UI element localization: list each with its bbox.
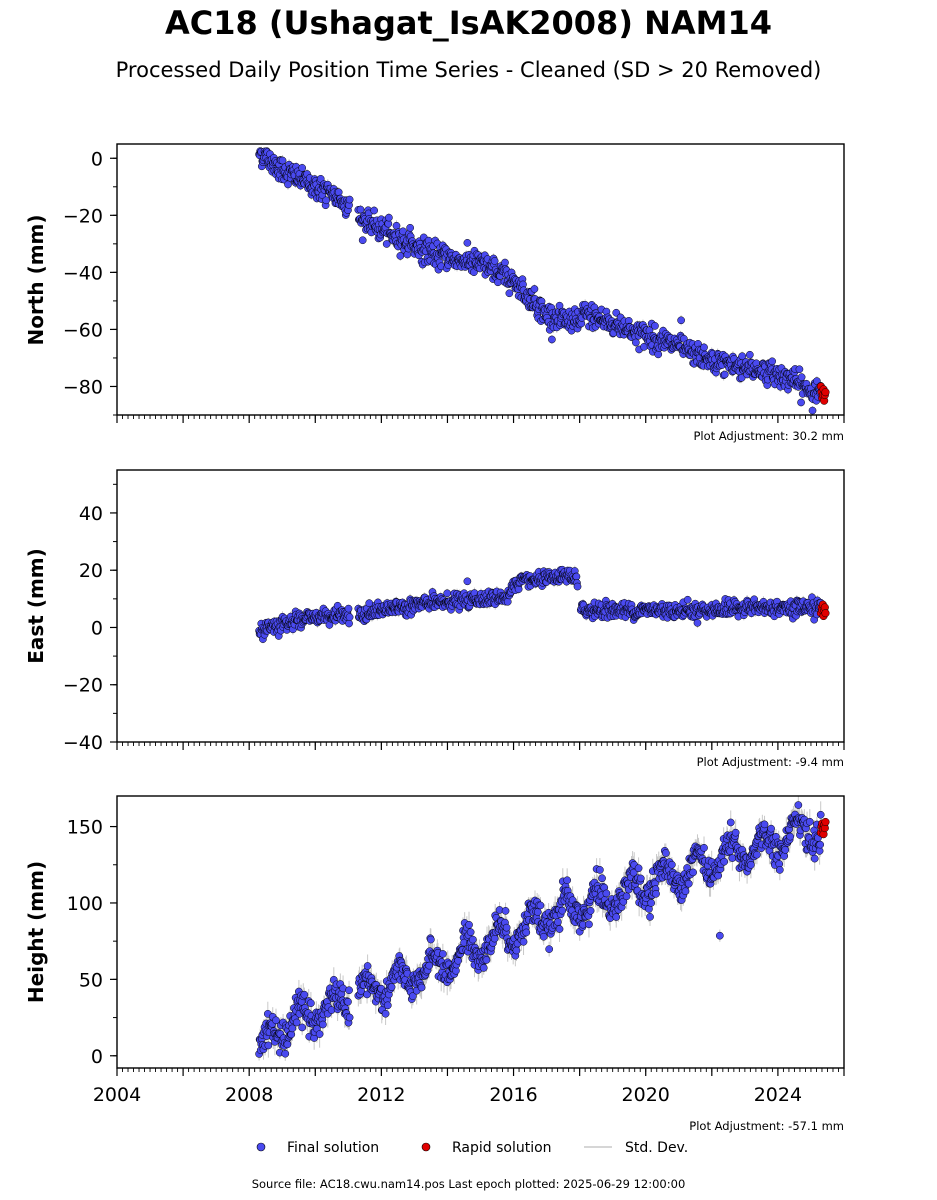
y-tick-label: 20	[79, 560, 103, 582]
y-tick-label: −20	[63, 675, 103, 697]
final-solution-point	[768, 357, 777, 366]
final-solution-point	[632, 338, 640, 347]
final-solution-point	[651, 322, 659, 330]
final-solution-point	[356, 205, 365, 214]
final-solution-point	[795, 365, 804, 374]
rapid-solution-points	[816, 382, 830, 405]
final-solution-point	[503, 597, 512, 606]
final-solution-point	[572, 572, 581, 581]
final-solution-point	[677, 316, 685, 325]
panel-3-marks	[255, 796, 830, 1061]
y-tick-label: −20	[63, 205, 103, 227]
final-solution-point	[334, 188, 343, 197]
final-solution-point	[385, 213, 393, 222]
final-solution-point	[573, 582, 582, 591]
rapid-solution-points	[816, 600, 830, 621]
final-solution-point	[797, 398, 805, 407]
final-solution-points	[255, 147, 825, 415]
final-solution-point	[548, 335, 556, 344]
final-solution-point	[505, 289, 514, 298]
final-solution-point	[700, 343, 708, 352]
final-solution-point	[344, 604, 353, 613]
panel-1: 0 −20 −40 −60 −80 North (mm) Plot Adjustment: …	[24, 143, 845, 443]
final-solution-point	[382, 240, 391, 248]
final-solution-point	[298, 164, 307, 172]
final-solution-point	[490, 257, 499, 265]
rapid-solution-point	[821, 388, 830, 397]
final-solution-point	[463, 239, 472, 247]
final-solution-point	[358, 236, 367, 245]
final-solution-point	[808, 406, 817, 415]
panel-2-marks	[255, 565, 830, 644]
final-solution-point	[322, 196, 331, 205]
std-dev-bars	[258, 146, 822, 415]
final-solution-points	[255, 565, 825, 643]
final-solution-point	[797, 373, 806, 381]
panel-1-marks	[255, 146, 830, 415]
final-solution-point	[693, 619, 702, 627]
y-tick-label: −40	[63, 732, 103, 754]
final-solution-point	[737, 374, 746, 382]
y-tick-label: 0	[91, 148, 103, 170]
panels-group: 0 −20 −40 −60 −80 North (mm) Plot Adjustment: …	[24, 143, 845, 1133]
y-tick-label: 40	[79, 503, 103, 525]
final-solution-point	[443, 589, 452, 598]
final-solution-point	[345, 195, 354, 204]
final-solution-point	[345, 613, 354, 622]
chart-title: AC18 (Ushagat_IsAK2008) NAM14	[164, 4, 772, 42]
final-solution-point	[654, 350, 663, 359]
y-tick-label: 0	[91, 617, 103, 639]
y-tick-label: −60	[63, 319, 103, 341]
final-solution-point	[370, 206, 378, 215]
y-axis-label: East (mm)	[24, 548, 48, 664]
final-solution-point	[530, 285, 539, 293]
final-solution-point	[494, 278, 502, 287]
final-solution-point	[683, 595, 692, 604]
rapid-solution-point	[821, 609, 830, 618]
final-solution-point	[463, 577, 472, 586]
final-solution-point	[406, 223, 414, 232]
final-solution-point	[738, 352, 747, 361]
y-tick-label: −40	[63, 262, 103, 284]
final-solution-point	[720, 370, 729, 379]
plot-adjustment-note: Plot Adjustment: -9.4 mm	[697, 755, 844, 769]
y-tick-label: −80	[63, 376, 103, 398]
final-solution-point	[501, 258, 509, 267]
final-solution-point	[278, 156, 287, 165]
final-solution-point	[745, 350, 754, 359]
chart-subtitle: Processed Daily Position Time Series - C…	[115, 58, 822, 82]
y-axis-label: North (mm)	[24, 214, 48, 345]
panel-2: 40 20 0 −20 −40 East (mm) Plot Adjustment: -9.…	[24, 469, 845, 769]
plot-adjustment-note: Plot Adjustment: 30.2 mm	[693, 429, 844, 443]
